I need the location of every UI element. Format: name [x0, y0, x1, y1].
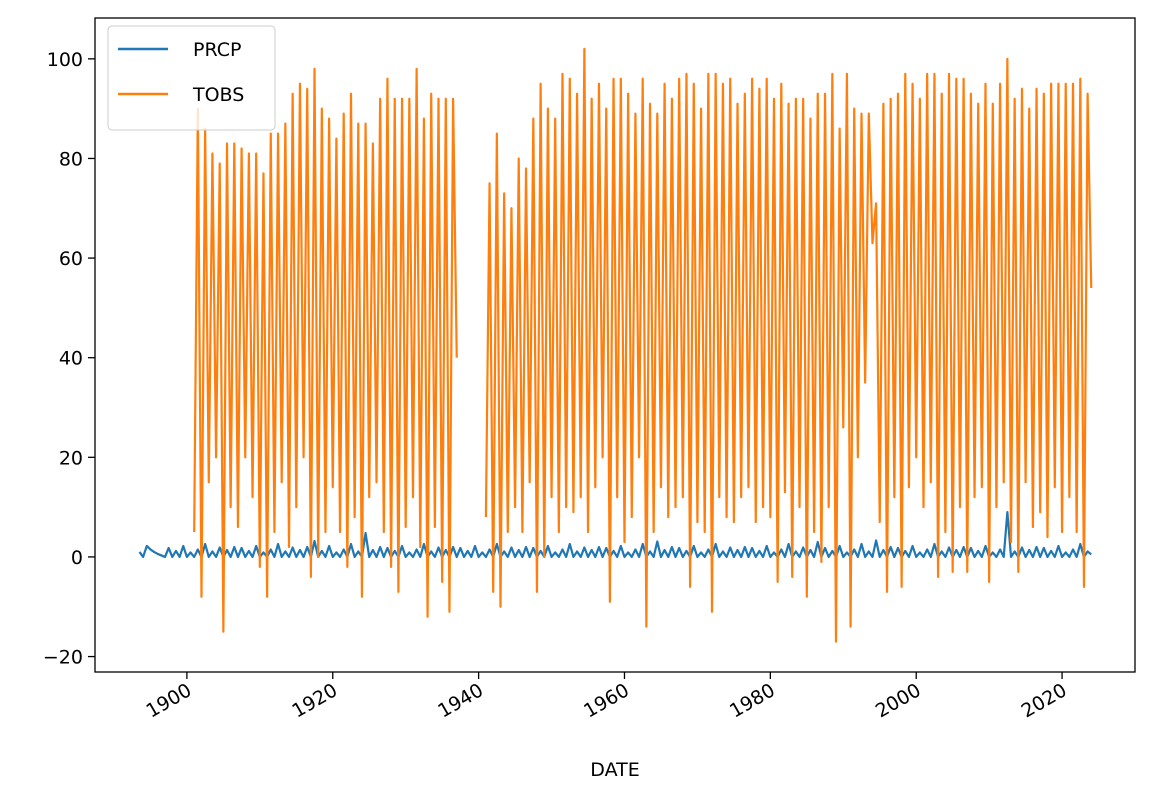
y-tick-label: 100 [47, 49, 83, 71]
y-tick-label: 80 [59, 148, 83, 170]
x-axis-label: DATE [590, 759, 639, 781]
y-tick-label: 40 [59, 348, 83, 370]
series-line [138, 511, 1092, 559]
legend-box [107, 25, 276, 131]
y-tick-label: 20 [59, 447, 83, 469]
legend-label: TOBS [192, 84, 244, 106]
axes-frame [94, 17, 1136, 673]
y-tick-label: 60 [59, 248, 83, 270]
y-tick-label: −20 [43, 647, 83, 669]
legend: PRCP TOBS [107, 25, 276, 131]
legend-label: PRCP [193, 39, 241, 61]
y-tick-label: 0 [71, 547, 83, 569]
series-line [193, 47, 1093, 643]
